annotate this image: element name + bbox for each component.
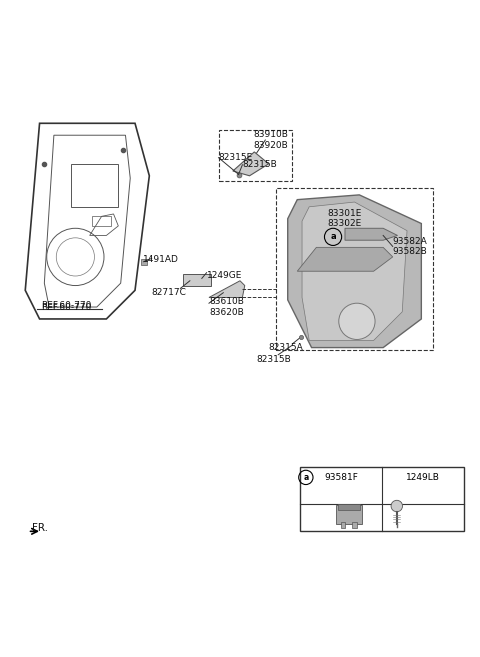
Bar xyxy=(218,131,292,181)
Bar xyxy=(276,188,433,350)
Bar xyxy=(336,505,362,524)
Bar xyxy=(71,164,118,207)
Text: a: a xyxy=(303,473,309,482)
Text: 1249GE: 1249GE xyxy=(206,271,242,279)
Text: 93581F: 93581F xyxy=(324,472,358,482)
Text: 83301E
83302E: 83301E 83302E xyxy=(328,209,362,229)
Polygon shape xyxy=(302,202,407,340)
Polygon shape xyxy=(345,228,397,240)
Text: 82717C: 82717C xyxy=(151,288,186,297)
Text: FR.: FR. xyxy=(33,523,48,533)
Polygon shape xyxy=(233,152,269,176)
Polygon shape xyxy=(297,248,393,271)
Circle shape xyxy=(391,500,403,512)
Text: 1249LB: 1249LB xyxy=(406,472,440,482)
Text: 82315B: 82315B xyxy=(256,355,291,364)
Text: REF.60-770: REF.60-770 xyxy=(41,301,91,309)
Circle shape xyxy=(339,304,375,340)
Polygon shape xyxy=(183,273,211,286)
Text: 82315E: 82315E xyxy=(218,153,253,162)
Bar xyxy=(352,522,357,528)
Polygon shape xyxy=(288,195,421,348)
Text: 93582A
93582B: 93582A 93582B xyxy=(393,237,428,256)
Polygon shape xyxy=(209,281,245,298)
Text: 83910B
83920B: 83910B 83920B xyxy=(253,130,288,150)
Text: 82315B: 82315B xyxy=(242,160,277,170)
Text: 82315A: 82315A xyxy=(268,343,303,352)
Text: 83610B
83620B: 83610B 83620B xyxy=(209,298,244,317)
Text: 1491AD: 1491AD xyxy=(144,255,179,264)
Text: a: a xyxy=(330,233,336,241)
Bar xyxy=(338,504,360,510)
Bar xyxy=(341,522,346,528)
Bar xyxy=(300,467,464,532)
Text: REF.60-770: REF.60-770 xyxy=(41,302,91,311)
Bar xyxy=(92,216,111,226)
